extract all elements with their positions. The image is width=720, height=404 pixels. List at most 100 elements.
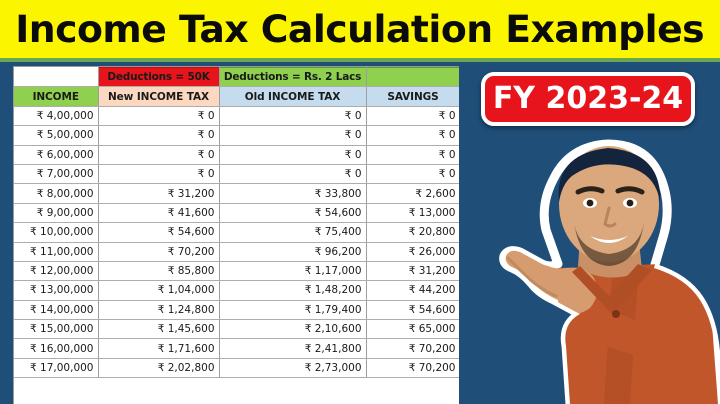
table-row[interactable]: ₹ 17,00,000 ₹ 2,02,800 ₹ 2,73,000 ₹ 70,200 [14,358,459,379]
table-row[interactable]: ₹ 8,00,000 ₹ 31,200 ₹ 33,800 ₹ 2,600 [14,183,459,204]
cell-savings[interactable]: ₹ 0 [366,106,459,127]
group-header-old-deductions: Deductions = Rs. 2 Lacs [218,67,367,88]
table-row[interactable]: ₹ 11,00,000 ₹ 70,200 ₹ 96,200 ₹ 26,000 [14,242,459,262]
cell-savings[interactable]: ₹ 54,600 [366,300,459,321]
cell-new-income-tax[interactable]: ₹ 85,800 [98,261,220,282]
presenter-hand [505,250,598,316]
group-header-new-deductions: Deductions = 50K [97,67,220,88]
cell-new-income-tax[interactable]: ₹ 1,45,600 [98,319,220,340]
cell-savings[interactable]: ₹ 2,600 [366,183,459,204]
cell-old-income-tax[interactable]: ₹ 96,200 [219,242,367,262]
table-row[interactable]: ₹ 4,00,000 ₹ 0 ₹ 0 ₹ 0 [14,106,459,127]
column-header-income[interactable]: INCOME [14,86,99,107]
cell-income[interactable]: ₹ 8,00,000 [14,183,99,204]
presenter-pupil-left [586,199,594,207]
fiscal-year-badge: FY 2023-24 [481,72,695,126]
presenter-mouth [590,236,628,243]
group-header-row: Deductions = 50K Deductions = Rs. 2 Lacs [14,67,459,88]
cell-savings[interactable]: ₹ 70,200 [366,338,459,359]
cell-new-income-tax[interactable]: ₹ 0 [98,164,220,185]
cell-income[interactable]: ₹ 7,00,000 [14,164,99,185]
cell-new-income-tax[interactable]: ₹ 0 [98,125,220,146]
cell-old-income-tax[interactable]: ₹ 2,10,600 [219,319,367,340]
cell-new-income-tax[interactable]: ₹ 1,71,600 [98,338,220,359]
table-row[interactable]: ₹ 14,00,000 ₹ 1,24,800 ₹ 1,79,400 ₹ 54,600 [14,300,459,321]
presenter-eyebrow-left [575,186,605,195]
cell-old-income-tax[interactable]: ₹ 75,400 [219,222,367,243]
cell-income[interactable]: ₹ 9,00,000 [14,203,99,224]
cell-old-income-tax[interactable]: ₹ 33,800 [219,183,367,204]
cell-income[interactable]: ₹ 5,00,000 [14,125,99,146]
group-header-blank [14,67,99,88]
table-row[interactable]: ₹ 12,00,000 ₹ 85,800 ₹ 1,17,000 ₹ 31,200 [14,261,459,282]
cell-savings[interactable]: ₹ 0 [366,145,459,165]
cell-old-income-tax[interactable]: ₹ 1,48,200 [219,280,367,301]
presenter-collar [572,264,652,314]
presenter-head [559,146,659,262]
cell-savings[interactable]: ₹ 26,000 [366,242,459,262]
cell-old-income-tax[interactable]: ₹ 0 [219,106,367,127]
table-row[interactable]: ₹ 13,00,000 ₹ 1,04,000 ₹ 1,48,200 ₹ 44,200 [14,280,459,301]
cell-savings[interactable]: ₹ 65,000 [366,319,459,340]
presenter-button [612,310,620,318]
presenter-photo [462,118,720,404]
cell-new-income-tax[interactable]: ₹ 0 [98,145,220,165]
group-header-savings-blank [365,67,459,88]
cell-old-income-tax[interactable]: ₹ 1,17,000 [219,261,367,282]
cell-savings[interactable]: ₹ 31,200 [366,261,459,282]
column-header-row: INCOME New INCOME TAX Old INCOME TAX SAV… [14,86,459,107]
cell-income[interactable]: ₹ 13,00,000 [14,280,99,301]
cell-savings[interactable]: ₹ 20,800 [366,222,459,243]
table-row[interactable]: ₹ 6,00,000 ₹ 0 ₹ 0 ₹ 0 [14,145,459,165]
cell-old-income-tax[interactable]: ₹ 0 [219,164,367,185]
cell-old-income-tax[interactable]: ₹ 54,600 [219,203,367,224]
cell-income[interactable]: ₹ 10,00,000 [14,222,99,243]
cell-old-income-tax[interactable]: ₹ 1,79,400 [219,300,367,321]
presenter-eyebrow-right [615,186,645,195]
presenter-nose [603,206,617,228]
presenter-arm [566,311,671,362]
cell-new-income-tax[interactable]: ₹ 1,04,000 [98,280,220,301]
cell-new-income-tax[interactable]: ₹ 41,600 [98,203,220,224]
table-row[interactable]: ₹ 7,00,000 ₹ 0 ₹ 0 ₹ 0 [14,164,459,185]
cell-old-income-tax[interactable]: ₹ 2,41,800 [219,338,367,359]
cell-income[interactable]: ₹ 12,00,000 [14,261,99,282]
cell-old-income-tax[interactable]: ₹ 0 [219,145,367,165]
table-row[interactable]: ₹ 10,00,000 ₹ 54,600 ₹ 75,400 ₹ 20,800 [14,222,459,243]
cell-income[interactable]: ₹ 14,00,000 [14,300,99,321]
cell-savings[interactable]: ₹ 13,000 [366,203,459,224]
cell-income[interactable]: ₹ 11,00,000 [14,242,99,262]
cell-savings[interactable]: ₹ 0 [366,125,459,146]
presenter-pupil-right [626,199,634,207]
banner-divider [0,58,720,62]
cell-new-income-tax[interactable]: ₹ 1,24,800 [98,300,220,321]
page-title: Income Tax Calculation Examples [15,7,705,51]
table-body: Deductions = 50K Deductions = Rs. 2 Lacs… [14,67,459,379]
cell-new-income-tax[interactable]: ₹ 0 [98,106,220,127]
presenter-beard [574,222,644,266]
presenter-hair [558,148,661,202]
cell-old-income-tax[interactable]: ₹ 0 [219,125,367,146]
cell-savings[interactable]: ₹ 44,200 [366,280,459,301]
cell-old-income-tax[interactable]: ₹ 2,73,000 [219,358,367,379]
cell-income[interactable]: ₹ 6,00,000 [14,145,99,165]
cell-new-income-tax[interactable]: ₹ 70,200 [98,242,220,262]
cell-savings[interactable]: ₹ 70,200 [366,358,459,379]
cell-income[interactable]: ₹ 16,00,000 [14,338,99,359]
table-row[interactable]: ₹ 15,00,000 ₹ 1,45,600 ₹ 2,10,600 ₹ 65,000 [14,319,459,340]
cell-new-income-tax[interactable]: ₹ 2,02,800 [98,358,220,379]
cell-income[interactable]: ₹ 4,00,000 [14,106,99,127]
column-header-savings[interactable]: SAVINGS [366,86,459,107]
table-row[interactable]: ₹ 16,00,000 ₹ 1,71,600 ₹ 2,41,800 ₹ 70,200 [14,338,459,359]
cell-income[interactable]: ₹ 15,00,000 [14,319,99,340]
spreadsheet-table[interactable]: Deductions = 50K Deductions = Rs. 2 Lacs… [13,66,459,404]
column-header-new-income-tax[interactable]: New INCOME TAX [98,86,220,107]
cell-new-income-tax[interactable]: ₹ 31,200 [98,183,220,204]
cell-new-income-tax[interactable]: ₹ 54,600 [98,222,220,243]
table-row[interactable]: ₹ 5,00,000 ₹ 0 ₹ 0 ₹ 0 [14,125,459,146]
fiscal-year-label: FY 2023-24 [492,81,684,116]
cell-savings[interactable]: ₹ 0 [366,164,459,185]
cell-income[interactable]: ₹ 17,00,000 [14,358,99,379]
column-header-old-income-tax[interactable]: Old INCOME TAX [219,86,367,107]
table-row[interactable]: ₹ 9,00,000 ₹ 41,600 ₹ 54,600 ₹ 13,000 [14,203,459,224]
